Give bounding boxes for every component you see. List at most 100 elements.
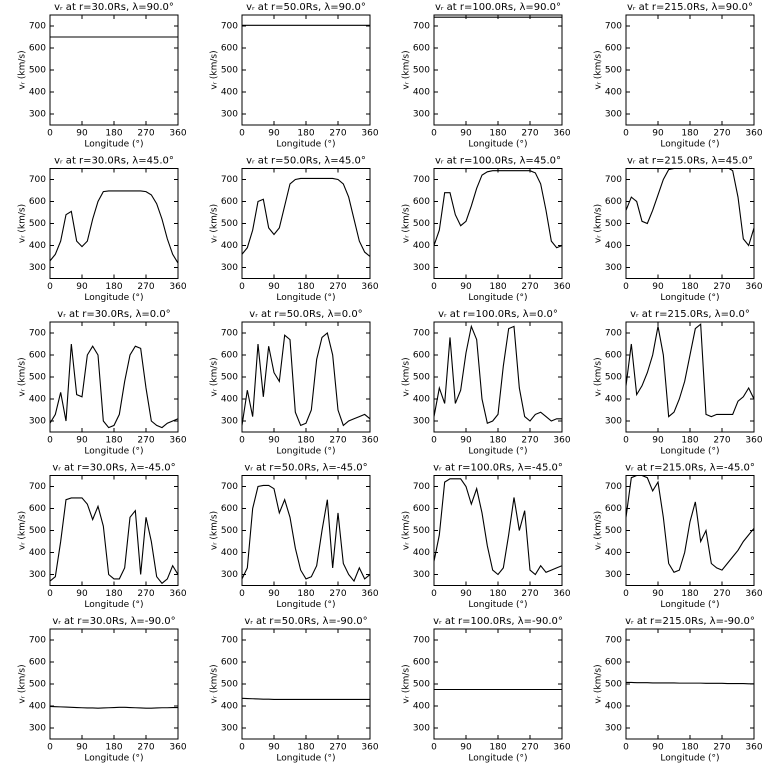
x-tick-label: 0: [47, 129, 53, 139]
plot-area: [434, 478, 562, 576]
x-axis-label: Longitude (°): [84, 293, 143, 303]
y-tick-label: 500: [29, 680, 46, 690]
y-tick-label: 300: [413, 570, 430, 580]
data-line: [434, 170, 562, 249]
y-tick-label: 400: [413, 548, 430, 558]
plot-frame: [433, 14, 563, 126]
x-tick-label: 180: [489, 743, 506, 753]
x-tick-label: 270: [713, 282, 730, 292]
data-line: [626, 323, 754, 418]
y-axis-label: vᵣ (km/s): [210, 50, 220, 89]
x-tick-label: 270: [713, 129, 730, 139]
x-tick-label: 360: [745, 589, 762, 599]
x-tick-label: 90: [76, 436, 88, 446]
y-axis-label: vᵣ (km/s): [594, 664, 604, 703]
y-tick-label: 400: [221, 88, 238, 98]
x-tick-label: 90: [460, 436, 472, 446]
plot-frame: [625, 168, 755, 279]
panel-title: vᵣ at r=100.0Rs, λ=-45.0°: [433, 463, 563, 474]
y-tick-label: 400: [605, 548, 622, 558]
y-tick-label: 500: [413, 219, 430, 229]
y-tick-label: 700: [605, 329, 622, 339]
y-tick-label: 400: [29, 88, 46, 98]
x-axis-label: Longitude (°): [276, 447, 335, 457]
x-tick-label: 360: [553, 129, 570, 139]
y-tick-label: 600: [221, 197, 238, 207]
x-tick-label: 90: [76, 589, 88, 599]
y-tick-label: 400: [605, 395, 622, 405]
x-tick-label: 180: [105, 129, 122, 139]
y-tick-label: 300: [221, 724, 238, 734]
plot-frame: [241, 475, 371, 586]
x-tick-label: 0: [47, 743, 53, 753]
x-axis-label: Longitude (°): [468, 293, 527, 303]
x-axis-label: Longitude (°): [468, 447, 527, 457]
panel-title: vᵣ at r=50.0Rs, λ=0.0°: [249, 309, 362, 320]
x-axis-label: Longitude (°): [276, 754, 335, 764]
x-tick-label: 360: [169, 743, 186, 753]
x-tick-label: 360: [553, 436, 570, 446]
plot-area: [242, 177, 370, 257]
plot-area: [434, 170, 562, 249]
panel-title: vᵣ at r=50.0Rs, λ=45.0°: [246, 156, 366, 167]
x-tick-label: 90: [460, 589, 472, 599]
x-axis-label: Longitude (°): [468, 754, 527, 764]
y-tick-label: 500: [221, 66, 238, 76]
x-tick-label: 270: [329, 743, 346, 753]
x-tick-label: 360: [169, 436, 186, 446]
y-tick-label: 300: [605, 263, 622, 273]
plot-frame: [241, 168, 371, 279]
y-tick-label: 500: [605, 66, 622, 76]
y-tick-label: 300: [29, 570, 46, 580]
x-axis-label: Longitude (°): [276, 140, 335, 150]
x-tick-label: 180: [105, 436, 122, 446]
y-tick-label: 600: [605, 351, 622, 361]
x-axis-label: Longitude (°): [660, 754, 719, 764]
y-tick-label: 600: [413, 44, 430, 54]
x-tick-label: 360: [361, 129, 378, 139]
x-tick-label: 360: [745, 743, 762, 753]
x-tick-label: 180: [489, 129, 506, 139]
x-tick-label: 90: [460, 743, 472, 753]
x-tick-label: 90: [652, 282, 664, 292]
x-tick-label: 360: [553, 282, 570, 292]
y-tick-label: 300: [29, 724, 46, 734]
plot-frame: [49, 168, 179, 279]
y-tick-label: 700: [605, 636, 622, 646]
x-tick-label: 90: [76, 282, 88, 292]
x-tick-label: 270: [137, 743, 154, 753]
plot-area: [242, 332, 370, 427]
x-tick-label: 360: [361, 436, 378, 446]
y-tick-label: 300: [413, 110, 430, 120]
y-tick-label: 600: [29, 197, 46, 207]
x-tick-label: 90: [268, 129, 280, 139]
y-tick-label: 500: [413, 526, 430, 536]
x-tick-label: 90: [652, 743, 664, 753]
y-tick-label: 600: [221, 504, 238, 514]
y-tick-label: 500: [29, 526, 46, 536]
y-axis-label: vᵣ (km/s): [18, 204, 28, 243]
y-tick-label: 300: [29, 263, 46, 273]
y-tick-label: 300: [605, 417, 622, 427]
plot-frame: [241, 14, 371, 126]
y-tick-label: 400: [29, 548, 46, 558]
x-tick-label: 270: [329, 589, 346, 599]
y-tick-label: 700: [413, 175, 430, 185]
x-tick-label: 90: [76, 743, 88, 753]
panel-title: vᵣ at r=100.0Rs, λ=90.0°: [435, 2, 561, 13]
x-tick-label: 270: [521, 282, 538, 292]
x-tick-label: 180: [681, 436, 698, 446]
plot-area: [626, 681, 754, 685]
x-tick-label: 270: [137, 436, 154, 446]
x-axis-label: Longitude (°): [660, 140, 719, 150]
y-tick-label: 500: [605, 373, 622, 383]
y-tick-label: 700: [413, 22, 430, 32]
y-tick-label: 700: [221, 175, 238, 185]
data-line: [50, 343, 178, 429]
y-tick-label: 500: [221, 219, 238, 229]
data-line: [626, 168, 754, 247]
x-tick-label: 270: [329, 282, 346, 292]
x-tick-label: 360: [169, 589, 186, 599]
x-tick-label: 90: [268, 436, 280, 446]
y-tick-label: 300: [413, 417, 430, 427]
